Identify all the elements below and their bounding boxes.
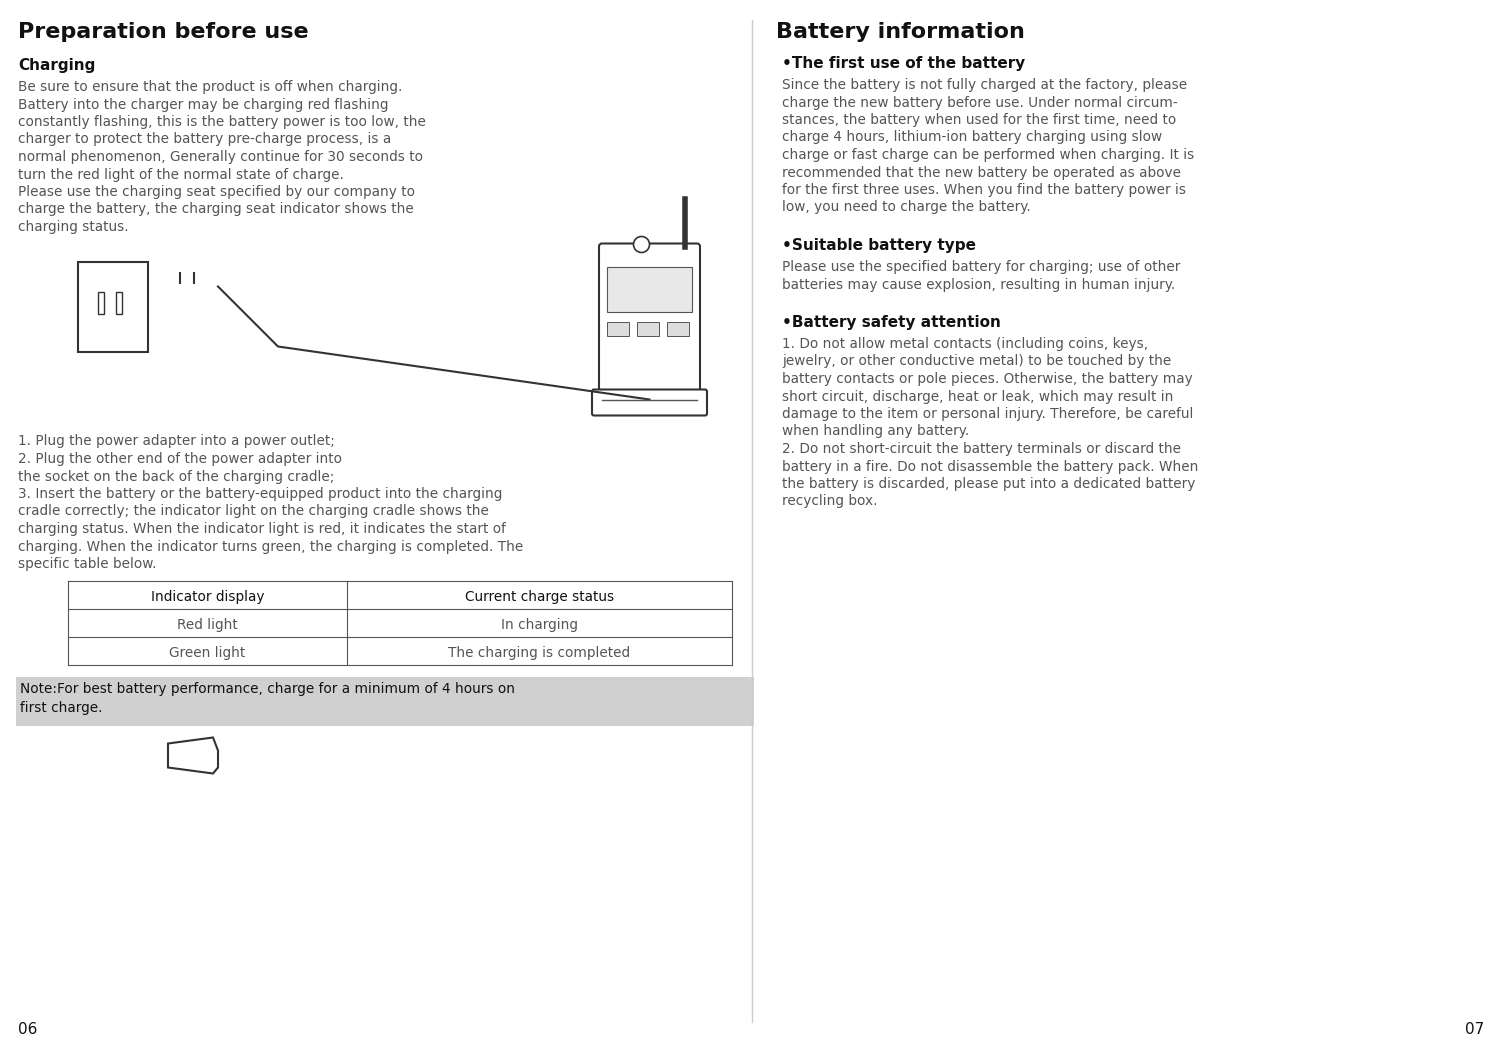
Text: when handling any battery.: when handling any battery. xyxy=(782,424,969,439)
Text: Charging: Charging xyxy=(18,58,95,73)
Text: In charging: In charging xyxy=(501,618,578,631)
Text: •The first use of the battery: •The first use of the battery xyxy=(782,56,1026,71)
Text: recommended that the new battery be operated as above: recommended that the new battery be oper… xyxy=(782,166,1181,179)
Text: 2. Plug the other end of the power adapter into: 2. Plug the other end of the power adapt… xyxy=(18,452,341,466)
Bar xyxy=(78,262,147,351)
Text: battery contacts or pole pieces. Otherwise, the battery may: battery contacts or pole pieces. Otherwi… xyxy=(782,372,1193,386)
Text: charger to protect the battery pre-charge process, is a: charger to protect the battery pre-charg… xyxy=(18,132,391,147)
Text: 1. Do not allow metal contacts (including coins, keys,: 1. Do not allow metal contacts (includin… xyxy=(782,337,1148,351)
Text: Preparation before use: Preparation before use xyxy=(18,22,308,42)
Text: Battery information: Battery information xyxy=(776,22,1024,42)
Text: charging. When the indicator turns green, the charging is completed. The: charging. When the indicator turns green… xyxy=(18,540,523,553)
FancyBboxPatch shape xyxy=(599,244,699,395)
Text: Battery into the charger may be charging red flashing: Battery into the charger may be charging… xyxy=(18,98,388,111)
Text: charge the new battery before use. Under normal circum-: charge the new battery before use. Under… xyxy=(782,96,1178,109)
Text: 2. Do not short-circuit the battery terminals or discard the: 2. Do not short-circuit the battery term… xyxy=(782,442,1181,456)
Text: jewelry, or other conductive metal) to be touched by the: jewelry, or other conductive metal) to b… xyxy=(782,354,1172,369)
Text: •Suitable battery type: •Suitable battery type xyxy=(782,238,976,253)
Text: Since the battery is not fully charged at the factory, please: Since the battery is not fully charged a… xyxy=(782,78,1187,92)
Text: turn the red light of the normal state of charge.: turn the red light of the normal state o… xyxy=(18,168,344,181)
Text: batteries may cause explosion, resulting in human injury.: batteries may cause explosion, resulting… xyxy=(782,277,1175,292)
Text: cradle correctly; the indicator light on the charging cradle shows the: cradle correctly; the indicator light on… xyxy=(18,504,489,519)
Text: charging status. When the indicator light is red, it indicates the start of: charging status. When the indicator ligh… xyxy=(18,522,505,536)
Text: battery in a fire. Do not disassemble the battery pack. When: battery in a fire. Do not disassemble th… xyxy=(782,460,1199,473)
Bar xyxy=(116,292,122,314)
Circle shape xyxy=(633,237,650,252)
Text: first charge.: first charge. xyxy=(20,701,102,715)
Bar xyxy=(98,292,104,314)
Text: the socket on the back of the charging cradle;: the socket on the back of the charging c… xyxy=(18,470,334,483)
Text: charge 4 hours, lithium-ion battery charging using slow: charge 4 hours, lithium-ion battery char… xyxy=(782,130,1163,145)
Text: stances, the battery when used for the first time, need to: stances, the battery when used for the f… xyxy=(782,113,1176,127)
Text: Green light: Green light xyxy=(170,645,245,660)
Text: Be sure to ensure that the product is off when charging.: Be sure to ensure that the product is of… xyxy=(18,80,403,94)
Text: charge the battery, the charging seat indicator shows the: charge the battery, the charging seat in… xyxy=(18,202,414,217)
Bar xyxy=(17,676,754,725)
Text: 07: 07 xyxy=(1465,1022,1484,1037)
Text: Please use the charging seat specified by our company to: Please use the charging seat specified b… xyxy=(18,185,415,199)
Text: 3. Insert the battery or the battery-equipped product into the charging: 3. Insert the battery or the battery-equ… xyxy=(18,487,502,501)
Bar xyxy=(666,322,689,336)
Text: short circuit, discharge, heat or leak, which may result in: short circuit, discharge, heat or leak, … xyxy=(782,390,1173,403)
Text: •Battery safety attention: •Battery safety attention xyxy=(782,315,1000,330)
Text: normal phenomenon, Generally continue for 30 seconds to: normal phenomenon, Generally continue fo… xyxy=(18,150,423,164)
Bar xyxy=(608,322,629,336)
Bar xyxy=(638,322,659,336)
Text: 06: 06 xyxy=(18,1022,38,1037)
Text: 1. Plug the power adapter into a power outlet;: 1. Plug the power adapter into a power o… xyxy=(18,435,335,448)
Text: charge or fast charge can be performed when charging. It is: charge or fast charge can be performed w… xyxy=(782,148,1194,162)
Text: damage to the item or personal injury. Therefore, be careful: damage to the item or personal injury. T… xyxy=(782,407,1193,421)
Text: constantly flashing, this is the battery power is too low, the: constantly flashing, this is the battery… xyxy=(18,115,426,129)
Bar xyxy=(608,267,692,312)
Text: specific table below.: specific table below. xyxy=(18,557,156,571)
Text: Please use the specified battery for charging; use of other: Please use the specified battery for cha… xyxy=(782,260,1181,274)
Text: Current charge status: Current charge status xyxy=(465,590,614,603)
Text: for the first three uses. When you find the battery power is: for the first three uses. When you find … xyxy=(782,183,1187,197)
Text: Indicator display: Indicator display xyxy=(150,590,265,603)
Text: Red light: Red light xyxy=(177,618,238,631)
Polygon shape xyxy=(168,738,218,773)
FancyBboxPatch shape xyxy=(593,390,707,416)
Text: low, you need to charge the battery.: low, you need to charge the battery. xyxy=(782,200,1030,215)
Text: Note:For best battery performance, charge for a minimum of 4 hours on: Note:For best battery performance, charg… xyxy=(20,683,514,696)
Text: The charging is completed: The charging is completed xyxy=(448,645,630,660)
Text: the battery is discarded, please put into a dedicated battery: the battery is discarded, please put int… xyxy=(782,477,1196,491)
Text: charging status.: charging status. xyxy=(18,220,129,234)
Text: recycling box.: recycling box. xyxy=(782,495,877,508)
